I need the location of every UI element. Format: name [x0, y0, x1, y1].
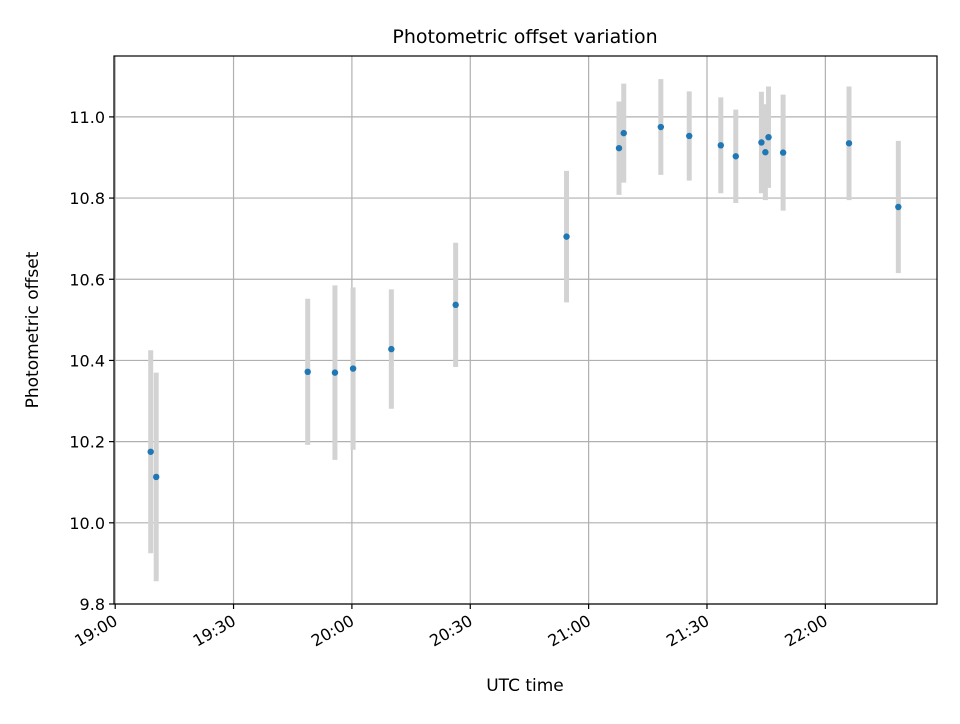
y-axis-ticks: 9.8 10.0 10.2 10.4 10.6 10.8 11.0 — [69, 108, 114, 614]
plot-frame — [113, 55, 938, 605]
data-point — [732, 153, 739, 160]
y-tick-label: 10.6 — [69, 270, 105, 289]
data-point — [765, 133, 772, 141]
data-point — [452, 301, 459, 309]
data-point — [563, 233, 570, 240]
data-point — [845, 140, 853, 147]
data-point — [758, 139, 765, 146]
x-axis-label: UTC time — [486, 676, 564, 696]
data-point — [153, 473, 160, 481]
data-point — [779, 149, 787, 156]
data-point — [331, 369, 339, 376]
data-point — [657, 123, 665, 131]
data-point — [147, 448, 154, 455]
data-points — [147, 123, 902, 481]
y-tick-label: 11.0 — [69, 108, 105, 127]
y-tick-label: 10.8 — [69, 189, 105, 208]
data-point — [895, 203, 902, 211]
chart-title: Photometric offset variation — [392, 26, 657, 48]
y-tick-label: 9.8 — [80, 595, 105, 614]
data-point — [349, 365, 357, 372]
data-point — [686, 132, 693, 140]
data-point — [304, 368, 311, 376]
y-tick-label: 10.4 — [69, 351, 105, 370]
data-point — [762, 149, 769, 156]
y-tick-label: 10.2 — [69, 433, 105, 452]
data-point — [615, 144, 623, 152]
y-tick-label: 10.0 — [69, 514, 105, 533]
y-axis-label: Photometric offset — [23, 251, 43, 408]
data-point — [620, 129, 627, 137]
data-point — [717, 142, 724, 149]
data-point — [388, 345, 395, 353]
